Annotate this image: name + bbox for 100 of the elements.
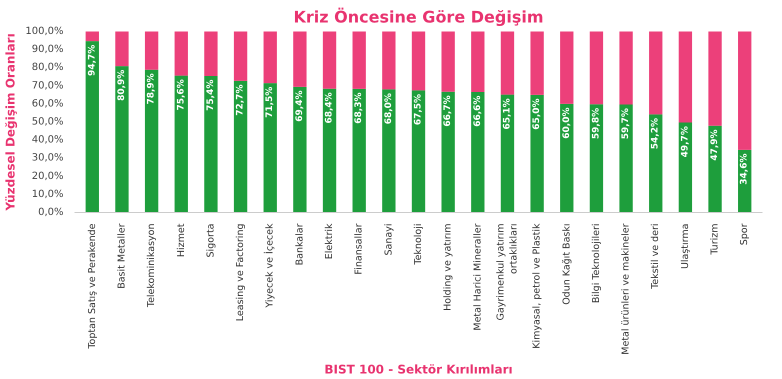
- y-tick-label: 20,0%: [32, 170, 64, 182]
- bar: [560, 32, 574, 104]
- data-label: 65,1%: [502, 98, 512, 130]
- data-label: 75,6%: [176, 79, 186, 111]
- x-tick-label: Hizmet: [176, 223, 187, 258]
- bar: [471, 92, 484, 212]
- x-tick-label: Ulaştırma: [680, 223, 691, 270]
- bar: [293, 86, 307, 212]
- bar: [204, 76, 218, 212]
- bar: [708, 32, 722, 126]
- x-tick-label: Odun Kağıt Baskı: [561, 223, 572, 305]
- bar: [115, 32, 129, 66]
- x-tick-label: Sigorta: [205, 223, 216, 258]
- bar: [441, 92, 455, 212]
- data-label: 68,4%: [324, 92, 335, 124]
- x-tick-label: Metal Harici Mineraller: [472, 223, 484, 331]
- x-tick-label: Gayrimenkul yatırım ortaklıkları: [495, 223, 520, 320]
- x-tick-label: Turizm: [710, 223, 721, 256]
- data-label: 80,9%: [116, 70, 127, 101]
- data-label: 68,3%: [354, 92, 364, 124]
- bar: [649, 32, 662, 114]
- data-label: 66,6%: [472, 96, 483, 127]
- bar: [204, 32, 218, 76]
- bar: [264, 83, 277, 212]
- bar: [678, 122, 692, 212]
- y-tick-label: 40,0%: [32, 134, 64, 146]
- bar: [352, 32, 366, 89]
- bar: [174, 76, 188, 212]
- bar: [322, 32, 336, 89]
- bar: [115, 66, 129, 212]
- x-tick-label: Tekstil ve deri: [650, 223, 662, 290]
- y-tick-label: 0,0%: [38, 207, 64, 218]
- y-tick-label: 30,0%: [32, 152, 64, 164]
- data-label: 69,4%: [294, 90, 305, 122]
- y-tick-label: 80,0%: [32, 62, 64, 74]
- x-tick-label: Bilgi Teknolojileri: [590, 223, 602, 304]
- x-tick-label: Leasing ve Factoring: [235, 223, 246, 322]
- data-label: 72,7%: [236, 84, 246, 116]
- bar: [234, 80, 248, 212]
- x-tick-label: Finansallar: [354, 223, 365, 275]
- bar: [500, 32, 514, 95]
- bar: [530, 32, 544, 95]
- data-label: 67,5%: [414, 94, 424, 126]
- bar: [144, 70, 158, 212]
- bar: [174, 32, 188, 76]
- bar: [264, 32, 277, 84]
- data-label: 78,9%: [146, 73, 157, 105]
- bar: [234, 32, 248, 81]
- data-label: 68,0%: [384, 93, 394, 124]
- bar: [382, 32, 396, 90]
- data-label: 66,7%: [443, 95, 454, 127]
- y-tick-label: 100,0%: [25, 26, 64, 37]
- x-tick-label: Sanayi: [383, 223, 394, 256]
- bar: [86, 32, 99, 42]
- y-tick-label: 10,0%: [32, 188, 64, 200]
- y-tick-label: 70,0%: [32, 80, 64, 92]
- x-tick-label: Bankalar: [294, 223, 306, 266]
- x-tick-label: Basit Metaller: [116, 223, 128, 289]
- data-label: 59,8%: [591, 108, 602, 140]
- bar: [649, 114, 662, 212]
- x-tick-label: Teknoloji: [413, 223, 424, 266]
- data-label: 47,9%: [710, 129, 720, 161]
- x-tick-label: Spor: [739, 223, 750, 246]
- bar: [560, 104, 574, 212]
- y-tick-label: 90,0%: [32, 44, 64, 56]
- data-label: 75,4%: [206, 80, 216, 111]
- data-label: 60,0%: [562, 108, 572, 139]
- bar: [619, 104, 633, 212]
- bar: [293, 32, 307, 87]
- data-label: 34,6%: [740, 153, 750, 185]
- y-tick-label: 50,0%: [32, 116, 64, 128]
- x-tick-label: Holding ve yatırım: [442, 223, 454, 311]
- bar: [590, 32, 604, 104]
- bar: [471, 32, 484, 92]
- bar: [412, 32, 426, 90]
- bar: [738, 32, 752, 150]
- bar: [352, 88, 366, 212]
- x-tick-label: Toptan Satış ve Perakende: [86, 223, 98, 350]
- chart-title: Kriz Öncesine Göre Değişim: [294, 8, 544, 26]
- data-label: 65,0%: [532, 98, 542, 130]
- x-tick-label: Yiyecek ve İçecek: [264, 223, 276, 309]
- bar: [144, 32, 158, 70]
- data-label: 94,7%: [87, 44, 98, 76]
- data-label: 59,7%: [621, 108, 632, 140]
- x-tick-label: Kimyasal, petrol ve Plastik: [532, 223, 543, 349]
- y-tick-label: 60,0%: [32, 98, 64, 110]
- data-label: 49,7%: [680, 126, 690, 158]
- bar: [441, 32, 455, 92]
- bar: [678, 32, 692, 123]
- bar: [619, 32, 633, 104]
- data-label: 54,2%: [650, 118, 661, 150]
- x-tick-label: Elektrik: [324, 223, 336, 260]
- x-tick-label: Telekominikasyon: [146, 224, 158, 308]
- bar: [86, 41, 99, 212]
- x-tick-label: Metal ürünleri ve makineler: [620, 223, 632, 355]
- y-axis-title: Yüzdesel Değişim Oranları: [3, 33, 18, 212]
- data-label: 71,5%: [265, 86, 276, 118]
- bar: [530, 94, 544, 212]
- bar: [382, 89, 396, 212]
- x-axis-title: BIST 100 - Sektör Kırılımları: [324, 362, 513, 377]
